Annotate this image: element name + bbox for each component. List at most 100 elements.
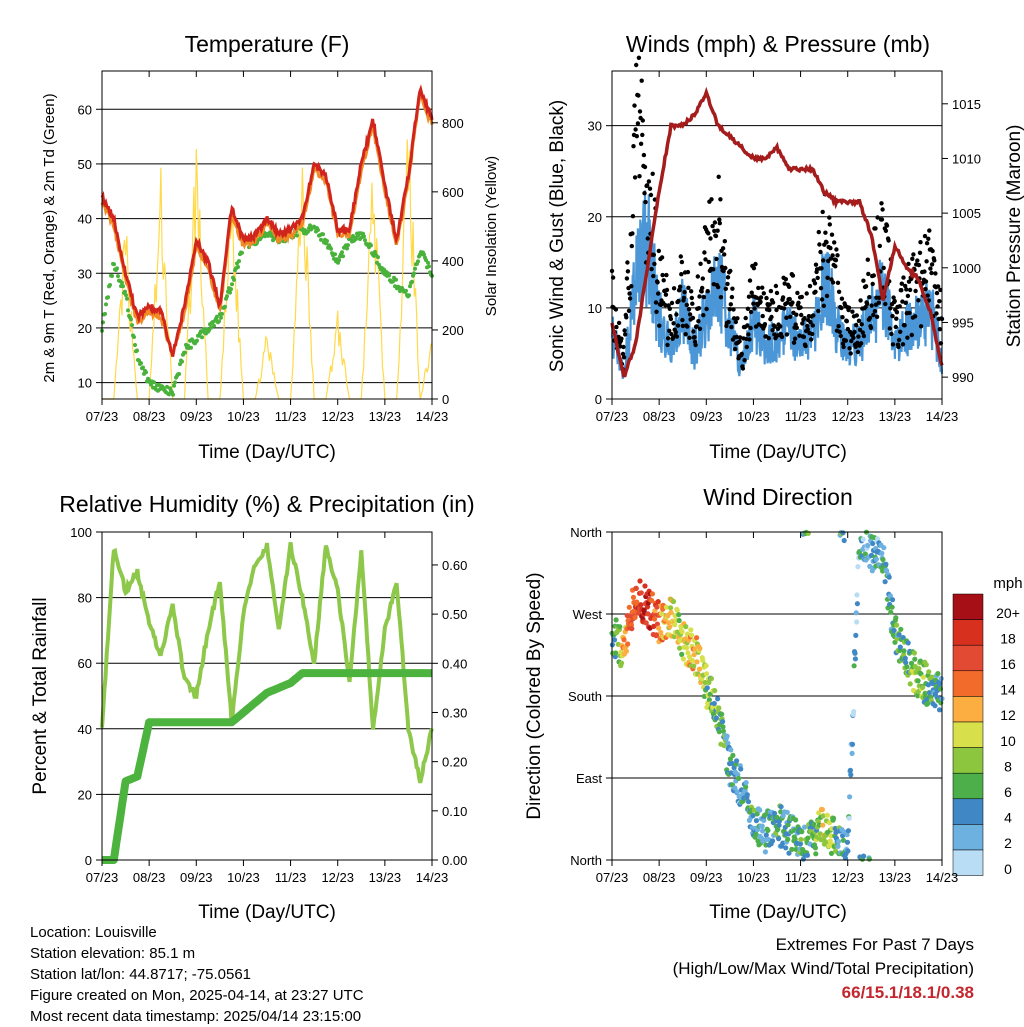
wind-gust-point bbox=[916, 262, 922, 268]
wind-gust-point bbox=[854, 313, 859, 318]
dewpoint-point bbox=[319, 237, 323, 242]
wind-gust-point bbox=[616, 320, 622, 326]
wind-gust-point bbox=[627, 291, 632, 296]
wind-gust-point bbox=[708, 236, 713, 241]
legend-swatch bbox=[952, 798, 984, 825]
wind-direction-point bbox=[679, 651, 685, 658]
wind-gust-point bbox=[854, 323, 859, 328]
wind-direction-point bbox=[802, 824, 808, 830]
wind-gust-point bbox=[839, 296, 845, 301]
wind-gust-point bbox=[798, 305, 803, 310]
wind-direction-point bbox=[883, 561, 889, 567]
wind-gust-point bbox=[799, 312, 804, 318]
wind-direction-point bbox=[686, 654, 693, 660]
temperature-ytick-label: 40 bbox=[78, 212, 92, 227]
wind-gust-point bbox=[624, 276, 630, 281]
wind-gust-point bbox=[849, 338, 854, 344]
wind-direction-point bbox=[653, 632, 660, 638]
wind-direction-point bbox=[732, 785, 738, 791]
wind-gust-point bbox=[833, 264, 838, 269]
dewpoint-point bbox=[394, 277, 398, 282]
wind-gust-point bbox=[876, 300, 881, 305]
wind-gust-point bbox=[760, 285, 765, 290]
legend-label: 14 bbox=[1000, 682, 1016, 698]
wind-gust-point bbox=[875, 215, 880, 220]
dewpoint-point bbox=[108, 283, 112, 287]
wind-gust-point bbox=[638, 141, 644, 146]
wind-gust-point bbox=[907, 310, 912, 316]
wind-gust-point bbox=[852, 329, 857, 335]
wind-gust-point bbox=[665, 342, 670, 348]
wind-direction-point bbox=[716, 729, 722, 735]
wind-gust-point bbox=[677, 287, 682, 293]
wind-gust-point bbox=[846, 305, 852, 310]
wind-direction-point bbox=[798, 836, 804, 843]
wind-gust-point bbox=[796, 300, 801, 305]
wind-gust-point bbox=[731, 307, 736, 312]
wind-gust-point bbox=[811, 313, 816, 318]
wind-direction-point bbox=[915, 693, 921, 699]
wind-gust-point bbox=[886, 238, 891, 243]
wind-direction-point bbox=[761, 817, 767, 824]
wind-gust-point bbox=[685, 324, 690, 329]
wind-gust-point bbox=[747, 278, 753, 283]
wind-direction-point bbox=[903, 660, 909, 666]
dewpoint-point bbox=[240, 250, 244, 255]
wind-gust-point bbox=[636, 93, 641, 98]
wind-direction-point bbox=[820, 822, 826, 828]
wind-direction-point bbox=[613, 617, 619, 623]
legend-title: mph bbox=[993, 575, 1022, 592]
temperature-ytick-label: 60 bbox=[78, 102, 92, 117]
wind-direction-point bbox=[911, 650, 918, 656]
winds-xtick-label: 11/23 bbox=[785, 409, 817, 424]
wind-direction-point bbox=[805, 835, 811, 841]
wind-gust-point bbox=[817, 242, 822, 247]
wind-gust-point bbox=[619, 336, 624, 341]
wind-direction-point bbox=[783, 845, 789, 851]
temperature-ylabel: 2m & 9m T (Red, Orange) & 2m Td (Green) bbox=[41, 93, 58, 382]
wind-gust-point bbox=[863, 284, 869, 289]
wind-gust-point bbox=[818, 286, 824, 291]
wind-gust-point bbox=[656, 248, 661, 254]
direction-title: Wind Direction bbox=[703, 484, 853, 510]
wind-gust-point bbox=[730, 286, 735, 291]
wind-gust-point bbox=[824, 293, 830, 299]
wind-gust-point bbox=[855, 349, 861, 355]
dewpoint-point bbox=[413, 266, 417, 271]
temperature-ytick-right-label: 800 bbox=[442, 116, 464, 131]
wind-direction-point bbox=[711, 700, 717, 707]
wind-gust-point bbox=[839, 305, 844, 311]
extremes-box: Extremes For Past 7 Days (High/Low/Max W… bbox=[673, 933, 974, 1005]
wind-direction-point bbox=[889, 597, 896, 603]
dewpoint-point bbox=[369, 243, 373, 248]
humidity-xtick-label: 12/23 bbox=[321, 870, 354, 885]
wind-gust-point bbox=[857, 327, 863, 332]
wind-gust-point bbox=[697, 326, 703, 331]
wind-direction-point bbox=[886, 574, 892, 580]
wind-gust-point bbox=[898, 329, 903, 334]
wind-gust-point bbox=[640, 132, 645, 138]
winds-xtick-label: 09/23 bbox=[690, 409, 723, 424]
winds-ytick-label: 10 bbox=[588, 301, 602, 316]
wind-gust-point bbox=[745, 323, 750, 328]
wind-gust-point bbox=[762, 322, 768, 327]
wind-gust-point bbox=[712, 220, 718, 225]
wind-gust-point bbox=[667, 306, 672, 311]
wind-direction-point bbox=[706, 697, 713, 703]
winds-xtick-label: 08/23 bbox=[643, 409, 676, 424]
wind-direction-point bbox=[900, 635, 906, 641]
winds-ytick-label: 0 bbox=[595, 392, 602, 407]
wind-gust-point bbox=[841, 344, 846, 350]
wind-direction-point bbox=[841, 537, 847, 544]
wind-gust-point bbox=[928, 266, 933, 271]
temperature-xtick-label: 14/23 bbox=[416, 409, 449, 424]
wind-direction-point bbox=[853, 610, 859, 616]
temperature-ytick-label: 30 bbox=[78, 266, 92, 281]
wind-direction-point bbox=[621, 637, 627, 643]
wind-gust-point bbox=[698, 261, 703, 266]
wind-gust-point bbox=[709, 197, 714, 202]
wind-gust-point bbox=[737, 335, 743, 340]
wind-direction-point bbox=[676, 617, 682, 624]
wind-gust-point bbox=[629, 243, 634, 249]
wind-direction-point bbox=[826, 820, 833, 826]
